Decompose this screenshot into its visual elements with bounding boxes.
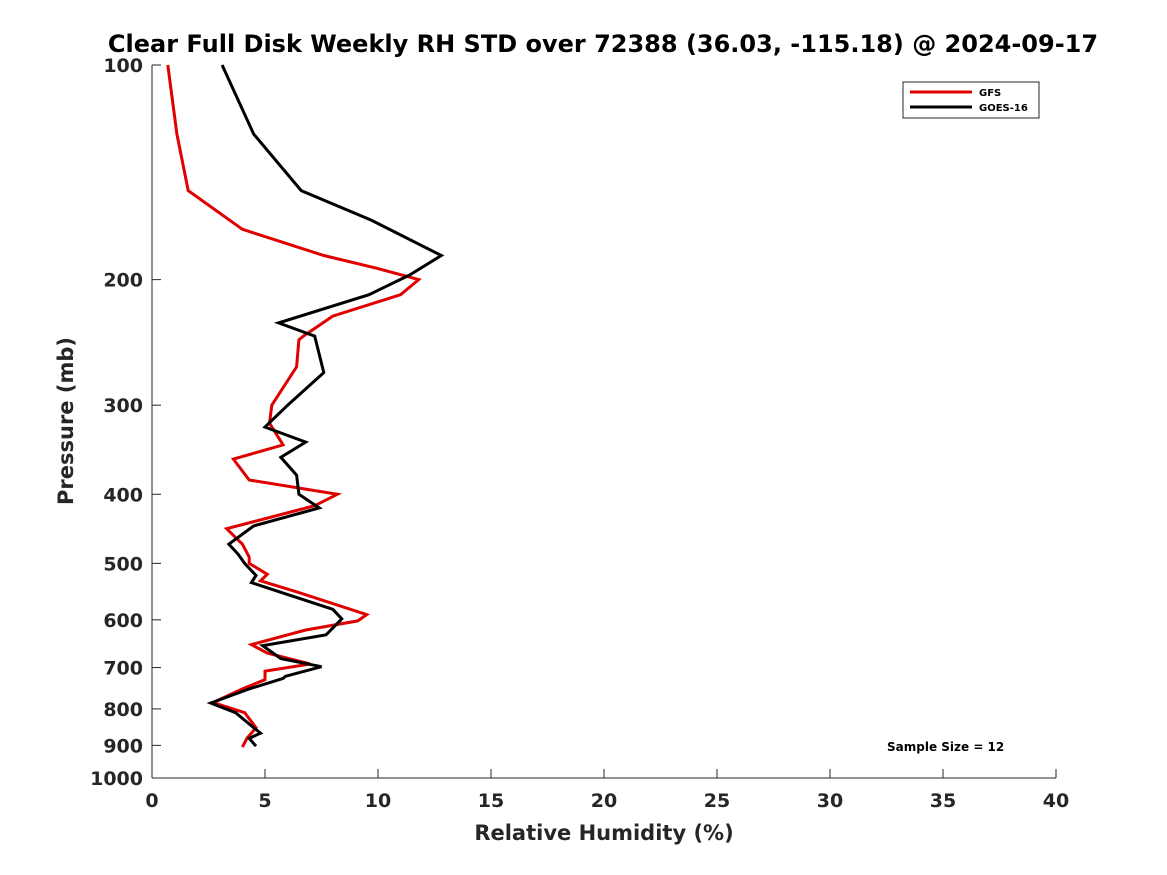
- y-tick-label: 100: [103, 55, 143, 77]
- y-tick-label: 700: [103, 658, 143, 680]
- x-tick-label: 0: [145, 790, 158, 812]
- y-tick-label: 1000: [90, 768, 143, 790]
- y-tick-label: 400: [103, 484, 143, 506]
- x-tick-label: 40: [1043, 790, 1069, 812]
- x-tick-label: 25: [704, 790, 730, 812]
- x-axis-label: Relative Humidity (%): [474, 821, 733, 845]
- legend-box: [902, 81, 1040, 119]
- y-tick-label: 600: [103, 610, 143, 632]
- x-tick-label: 30: [817, 790, 843, 812]
- y-axis: 100 200 300 400 500 600 700 800 900 1000: [90, 55, 161, 790]
- x-tick-label: 10: [365, 790, 391, 812]
- x-tick-label: 15: [478, 790, 504, 812]
- y-tick-label: 300: [103, 395, 143, 417]
- y-tick-label: 500: [103, 553, 143, 575]
- legend-label-goes16: GOES-16: [979, 103, 1028, 114]
- legend-label-gfs: GFS: [979, 88, 1001, 99]
- series-layer: [166, 64, 445, 748]
- y-tick-label: 200: [103, 270, 143, 292]
- chart-title: Clear Full Disk Weekly RH STD over 72388…: [108, 30, 1098, 58]
- series-line-gfs: [166, 64, 422, 748]
- sample-size-annotation: Sample Size = 12: [887, 740, 1004, 754]
- legend: GFS GOES-16: [902, 81, 1040, 119]
- x-tick-label: 35: [930, 790, 956, 812]
- y-tick-label: 900: [103, 735, 143, 757]
- y-tick-label: 800: [103, 699, 143, 721]
- y-axis-label: Pressure (mb): [54, 337, 78, 505]
- series-line-goes16: [206, 64, 445, 748]
- x-tick-label: 5: [258, 790, 271, 812]
- x-tick-label: 20: [591, 790, 617, 812]
- x-axis: 0 5 10 15 20 25 30 35 40: [145, 769, 1069, 812]
